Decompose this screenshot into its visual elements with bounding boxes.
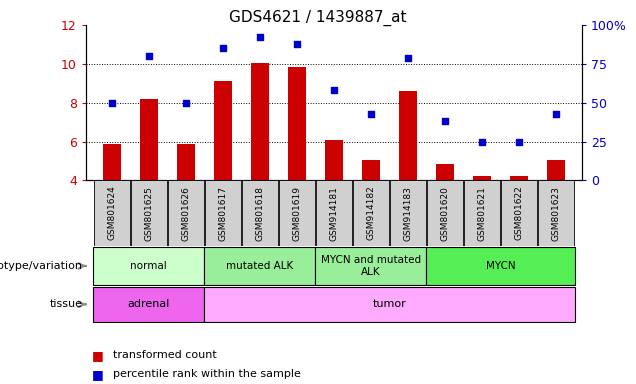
Point: [107, 99, 117, 106]
Point: [144, 53, 154, 59]
Text: GSM801622: GSM801622: [515, 186, 523, 240]
Text: GSM801624: GSM801624: [107, 186, 116, 240]
Bar: [362, 160, 380, 180]
Bar: [131, 180, 167, 246]
Text: percentile rank within the sample: percentile rank within the sample: [113, 369, 300, 379]
Point: [329, 87, 339, 93]
Point: [255, 34, 265, 40]
Bar: [427, 247, 574, 285]
Bar: [436, 164, 454, 180]
Bar: [538, 180, 574, 246]
Bar: [464, 180, 500, 246]
Text: GSM801623: GSM801623: [551, 186, 560, 240]
Bar: [427, 180, 463, 246]
Bar: [473, 175, 491, 180]
Text: GSM801618: GSM801618: [256, 185, 265, 241]
Text: GSM914183: GSM914183: [403, 186, 412, 240]
Text: GDS4621 / 1439887_at: GDS4621 / 1439887_at: [229, 10, 407, 26]
Bar: [93, 287, 204, 322]
Bar: [214, 81, 232, 180]
Bar: [287, 67, 306, 180]
Bar: [399, 91, 417, 180]
Bar: [279, 180, 315, 246]
Bar: [242, 180, 278, 246]
Point: [366, 111, 376, 117]
Text: ■: ■: [92, 368, 104, 381]
Text: transformed count: transformed count: [113, 350, 216, 360]
Text: MYCN: MYCN: [486, 261, 515, 271]
Point: [477, 139, 487, 145]
Bar: [177, 144, 195, 180]
Text: GSM801621: GSM801621: [478, 186, 487, 240]
Text: ■: ■: [92, 349, 104, 362]
Text: GSM801620: GSM801620: [441, 186, 450, 240]
Text: mutated ALK: mutated ALK: [226, 261, 293, 271]
Text: tumor: tumor: [373, 299, 406, 310]
Bar: [509, 175, 529, 180]
Bar: [316, 180, 352, 246]
Point: [440, 118, 450, 124]
Text: adrenal: adrenal: [128, 299, 170, 310]
Text: GSM914182: GSM914182: [366, 186, 375, 240]
Bar: [204, 247, 315, 285]
Bar: [353, 180, 389, 246]
Bar: [324, 140, 343, 180]
Bar: [139, 99, 158, 180]
Bar: [94, 180, 130, 246]
Text: GSM801617: GSM801617: [218, 185, 227, 241]
Text: tissue: tissue: [50, 299, 83, 310]
Bar: [93, 247, 204, 285]
Bar: [501, 180, 537, 246]
Text: genotype/variation: genotype/variation: [0, 261, 83, 271]
Text: normal: normal: [130, 261, 167, 271]
Point: [551, 111, 561, 117]
Text: GSM801626: GSM801626: [181, 186, 190, 240]
Text: MYCN and mutated
ALK: MYCN and mutated ALK: [321, 255, 421, 277]
Text: GSM801619: GSM801619: [293, 185, 301, 241]
Bar: [204, 287, 574, 322]
Text: GSM801625: GSM801625: [144, 186, 153, 240]
Bar: [168, 180, 204, 246]
Bar: [547, 160, 565, 180]
Bar: [251, 63, 269, 180]
Point: [403, 55, 413, 61]
Point: [292, 41, 302, 47]
Bar: [390, 180, 425, 246]
Bar: [315, 247, 427, 285]
Text: GSM914181: GSM914181: [329, 186, 338, 240]
Point: [218, 45, 228, 51]
Bar: [205, 180, 240, 246]
Bar: [102, 144, 121, 180]
Point: [514, 139, 524, 145]
Point: [181, 99, 191, 106]
